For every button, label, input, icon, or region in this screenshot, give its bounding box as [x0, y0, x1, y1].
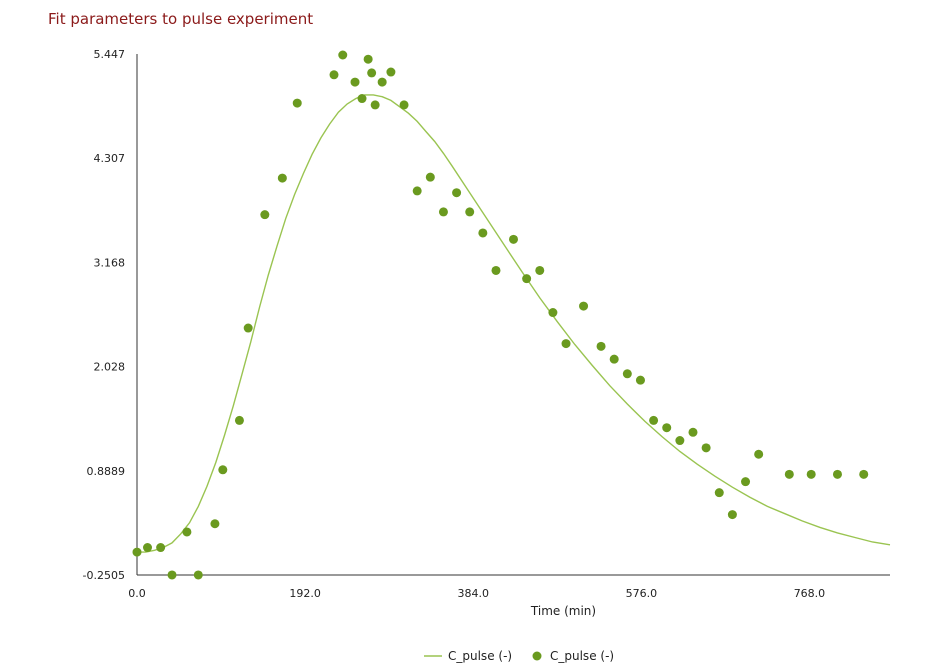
data-point: [859, 469, 869, 479]
data-point: [156, 543, 166, 553]
data-point: [465, 207, 475, 217]
data-point: [234, 415, 244, 425]
data-point: [386, 67, 396, 77]
scatter-series: [132, 50, 869, 580]
data-point: [167, 570, 177, 580]
data-point: [784, 469, 794, 479]
data-point: [754, 449, 764, 459]
data-point: [370, 100, 380, 110]
y-tick-label: 0.8889: [87, 465, 126, 478]
data-point: [662, 423, 672, 433]
data-point: [218, 465, 228, 475]
data-point: [338, 50, 348, 60]
data-point: [243, 323, 253, 333]
data-point: [649, 415, 659, 425]
data-point: [635, 375, 645, 385]
data-point: [399, 100, 409, 110]
data-point: [367, 68, 377, 78]
data-point: [609, 354, 619, 364]
data-point: [363, 54, 373, 64]
data-point: [438, 207, 448, 217]
data-point: [182, 527, 192, 537]
data-point: [377, 77, 387, 87]
x-tick-label: 576.0: [626, 587, 658, 600]
data-point: [478, 228, 488, 238]
data-point: [452, 188, 462, 198]
data-point: [675, 436, 685, 446]
legend-line-label: C_pulse (-): [448, 649, 512, 663]
fit-curve: [137, 94, 891, 553]
data-point: [596, 341, 606, 351]
data-point: [491, 265, 501, 275]
data-point: [357, 94, 367, 104]
data-point: [193, 570, 203, 580]
data-point: [622, 369, 632, 379]
x-axis-label: Time (min): [530, 604, 596, 618]
data-point: [509, 234, 518, 244]
data-point: [832, 469, 842, 479]
data-point: [210, 519, 220, 529]
data-point: [806, 469, 816, 479]
data-point: [727, 510, 737, 520]
data-point: [260, 210, 270, 220]
y-tick-label: 5.447: [94, 48, 126, 61]
data-point: [143, 543, 153, 553]
data-point: [425, 172, 435, 182]
tick-labels: 0.0 192.0 384.0 576.0 768.0 -0.2505 0.8889 2.02…: [83, 48, 826, 600]
y-tick-label: 2.028: [94, 361, 126, 374]
data-point: [522, 274, 532, 284]
data-point: [714, 488, 724, 498]
chart-title: Fit parameters to pulse experiment: [48, 10, 314, 28]
legend[interactable]: C_pulse (-) C_pulse (-): [424, 649, 614, 663]
data-point: [132, 547, 142, 557]
x-tick-label: 768.0: [794, 587, 826, 600]
x-tick-label: 192.0: [289, 587, 321, 600]
legend-point-label: C_pulse (-): [550, 649, 614, 663]
data-point: [579, 301, 589, 311]
data-point: [741, 477, 751, 487]
legend-point-swatch: [532, 651, 542, 661]
data-point: [701, 443, 711, 453]
data-point: [292, 98, 302, 108]
x-tick-label: 384.0: [457, 587, 489, 600]
x-tick-label: 0.0: [128, 587, 146, 600]
data-point: [688, 427, 698, 437]
data-point: [561, 339, 571, 349]
axes: [136, 54, 890, 576]
data-point: [329, 70, 339, 80]
data-point: [535, 265, 545, 275]
y-tick-label: 3.168: [94, 256, 126, 269]
y-tick-label: -0.2505: [83, 569, 125, 582]
data-point: [548, 308, 558, 318]
y-tick-label: 4.307: [94, 152, 126, 165]
data-point: [350, 77, 360, 87]
data-point: [412, 186, 422, 196]
data-point: [277, 173, 287, 183]
line-series: [137, 94, 891, 553]
